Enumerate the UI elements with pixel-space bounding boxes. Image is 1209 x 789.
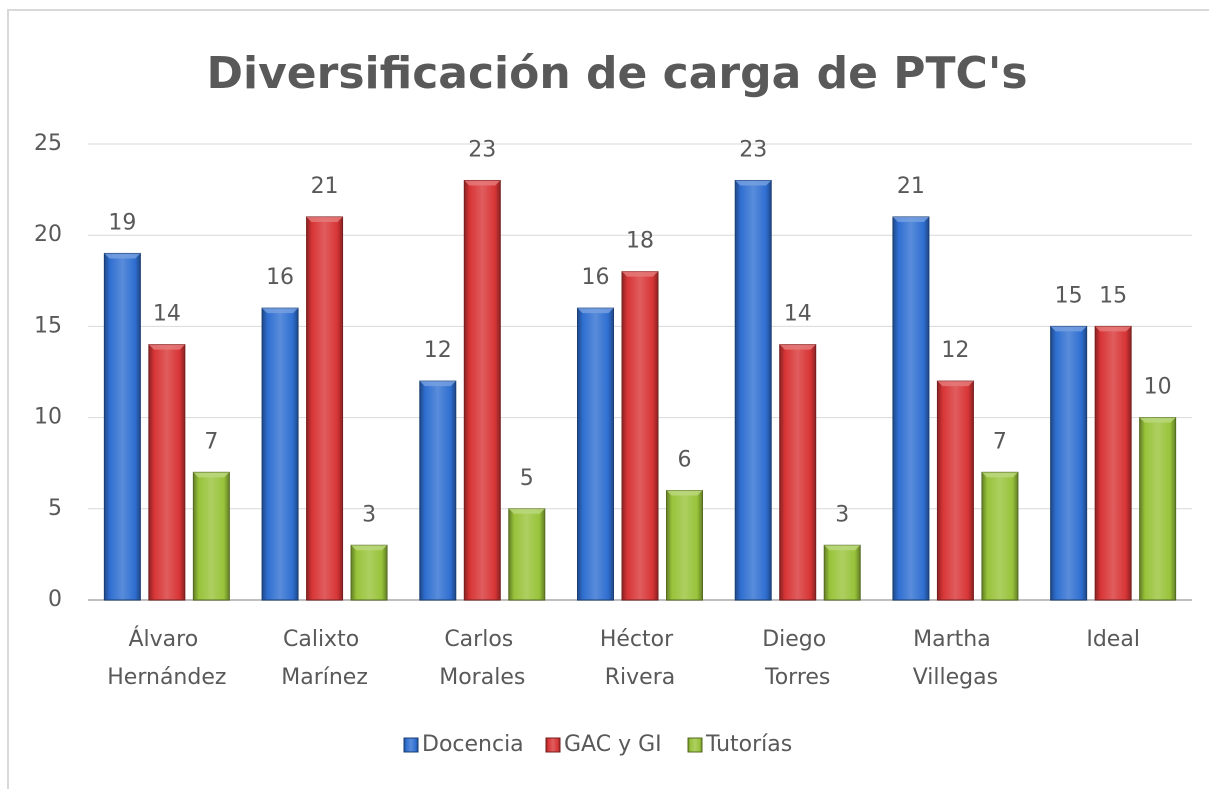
bar-bevel [464,180,501,186]
data-label: 18 [626,229,654,254]
bar [734,179,772,601]
data-label: 6 [678,448,692,473]
bar [419,380,457,601]
legend-swatch [687,737,703,753]
bar [192,471,230,601]
x-tick-label: Carlos Morales [439,627,525,690]
y-tick-label: 25 [34,131,62,156]
data-label: 3 [362,502,376,527]
data-label: 23 [468,137,496,162]
y-tick-label: 20 [34,222,62,247]
bar [779,344,817,601]
bar-bevel [419,381,456,387]
bar [103,252,141,601]
bar-bevel [262,308,299,314]
y-tick-label: 0 [48,587,62,612]
bar-bevel [666,490,703,496]
bar [666,490,703,601]
bar-bevel [735,180,772,186]
bar-bevel [193,472,230,478]
bar [463,179,501,601]
bar-bevel [104,253,141,259]
bar [981,471,1019,601]
legend-swatch [403,737,419,753]
y-tick-label: 10 [34,405,62,430]
bar-bevel [1050,326,1087,332]
bar-bevel [508,508,545,514]
legend-swatch [545,737,561,753]
bar [1139,417,1177,601]
chart-title: Diversificación de carga de PTC's [206,48,1027,99]
bar-bevel [306,216,343,222]
data-label: 21 [897,174,925,199]
data-label: 16 [266,265,294,290]
bar [823,544,861,601]
legend-label: Tutorías [705,732,792,757]
x-tick-label: Álvaro Hernández [107,626,226,690]
y-tick-label: 15 [34,313,62,338]
data-label: 15 [1099,283,1127,308]
data-label: 19 [108,210,136,235]
data-label: 14 [153,302,181,327]
data-label: 14 [784,302,812,327]
x-tick-label: Ideal [1086,627,1140,652]
data-label: 3 [835,502,849,527]
data-label: 12 [424,338,452,363]
data-label: 10 [1144,375,1172,400]
bar [892,216,930,601]
bar [1094,325,1132,601]
bar-bevel [892,216,929,222]
bar-bevel [779,344,816,350]
data-label: 7 [993,429,1007,454]
bar [1050,325,1088,601]
bar-bevel [981,472,1018,478]
bar [936,380,974,601]
data-label: 16 [582,265,610,290]
data-label: 5 [520,466,534,491]
bar-bevel [148,344,185,350]
bar-bevel [1139,417,1176,423]
bar [148,344,186,601]
bar-bevel [937,381,974,387]
bar [508,508,546,601]
bar [577,307,614,601]
x-tick-label: Calixto Marínez [281,627,368,690]
bar-bevel [351,545,388,551]
legend-label: Docencia [422,732,524,757]
legend-label: GAC y GI [564,732,662,757]
data-label: 7 [204,429,218,454]
bar [261,307,299,601]
y-tick-label: 5 [48,496,62,521]
bar-bevel [577,308,614,314]
bar-bevel [824,545,861,551]
data-label: 12 [941,338,969,363]
data-label: 15 [1055,283,1083,308]
data-label: 21 [311,174,339,199]
data-label: 23 [739,137,767,162]
bar-bevel [1095,326,1132,332]
x-tick-label: Martha Villegas [913,627,998,690]
x-tick-label: Héctor Rivera [600,627,680,690]
bar [621,271,659,601]
bar [350,544,388,601]
bar [306,216,344,601]
bar-bevel [622,271,658,277]
x-tick-label: Diego Torres [762,627,833,690]
